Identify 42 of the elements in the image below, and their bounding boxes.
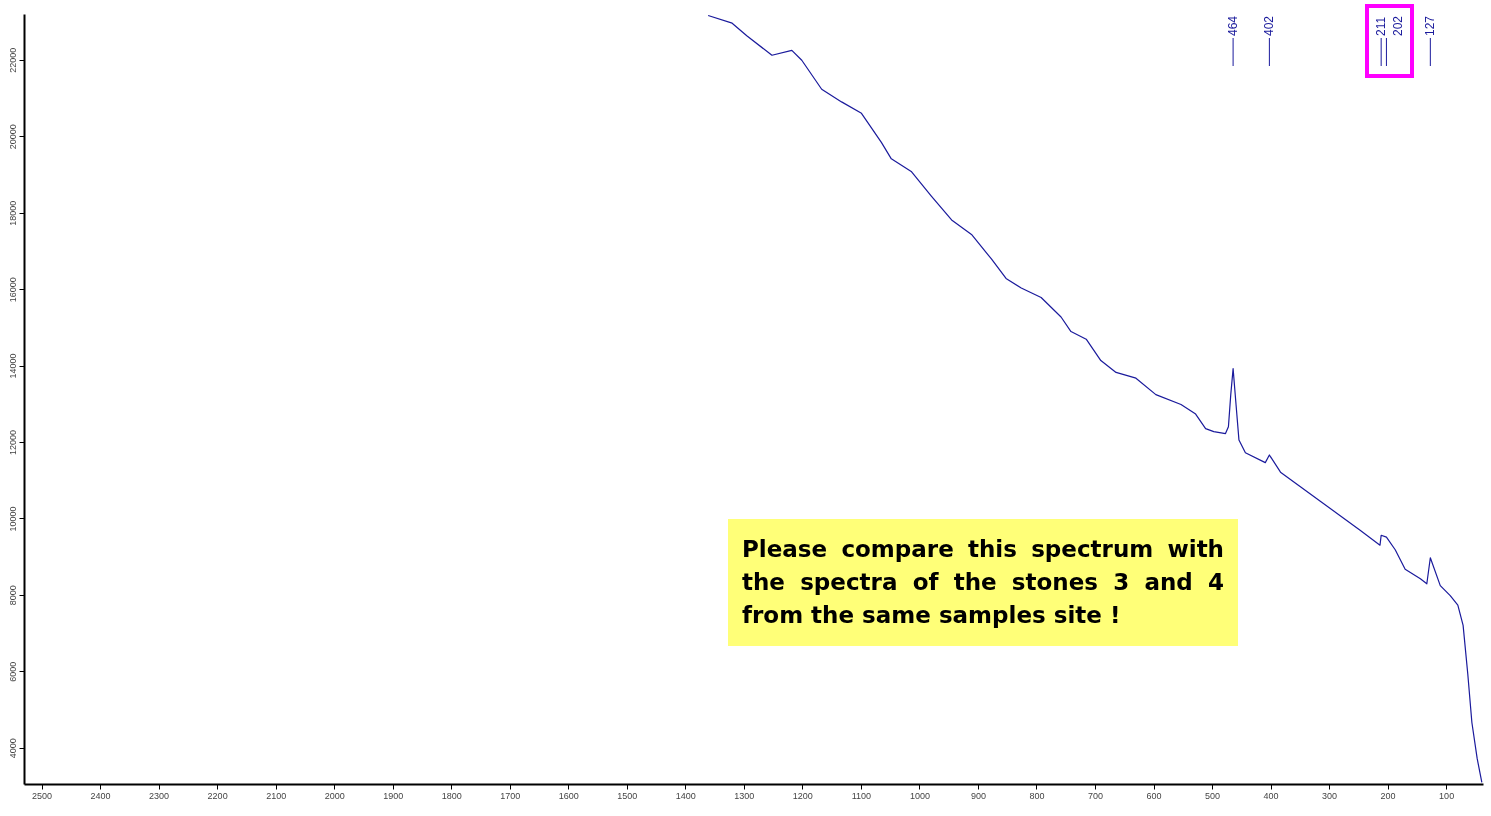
y-tick-label: 14000 (7, 353, 18, 379)
y-tick-label: 4000 (7, 738, 18, 759)
y-tick-label: 6000 (7, 661, 18, 682)
ref-line-label: 464 (1226, 15, 1241, 36)
y-tick-label: 20000 (7, 124, 18, 150)
x-tick-label: 2100 (266, 790, 287, 801)
annotation: Please compare this spectrum with the spectra of the stones 3 and 4 from the same samples site ! (728, 519, 1238, 646)
x-tick-label: 1700 (500, 790, 521, 801)
ref-line-label: 127 (1423, 15, 1438, 36)
x-tick-label: 800 (1029, 790, 1045, 801)
x-tick-label: 1100 (851, 790, 872, 801)
x-tick-label: 1500 (617, 790, 638, 801)
ref-line-label: 202 (1391, 15, 1406, 36)
x-tick-label: 2000 (324, 790, 345, 801)
line-series (707, 14, 1483, 784)
y-tick-label: 10000 (7, 506, 18, 532)
x-tick-label: 700 (1087, 790, 1103, 801)
y-tick-label: 22000 (7, 47, 18, 73)
x-tick-label: 500 (1205, 790, 1221, 801)
x-tick-label: 1900 (383, 790, 404, 801)
x-tick-label: 2300 (149, 790, 170, 801)
x-tick-label: 400 (1263, 790, 1279, 801)
x-tick-label: 200 (1380, 790, 1396, 801)
x-tick-label: 300 (1322, 790, 1338, 801)
x-tick-label: 1800 (441, 790, 462, 801)
x-tick-label: 1200 (792, 790, 813, 801)
ref-line-label: 402 (1262, 15, 1277, 36)
y-tick-label: 12000 (7, 429, 18, 456)
ref-line-label: 211 (1374, 16, 1389, 36)
x-tick-label: 900 (970, 790, 986, 801)
y-tick-label: 18000 (7, 200, 18, 226)
x-tick-label: 600 (1146, 790, 1162, 801)
x-tick-label: 1000 (909, 790, 930, 801)
x-tick-label: 1300 (734, 790, 755, 801)
x-tick-label: 2400 (90, 790, 111, 801)
x-tick-label: 2200 (207, 790, 228, 801)
x-tick-label: 1600 (558, 790, 579, 801)
y-tick-label: 16000 (7, 277, 18, 303)
y-tick-label: 8000 (7, 585, 18, 606)
x-tick-label: 100 (1439, 790, 1455, 801)
x-tick-label: 1400 (675, 790, 696, 801)
x-tick-label: 2500 (32, 790, 53, 801)
